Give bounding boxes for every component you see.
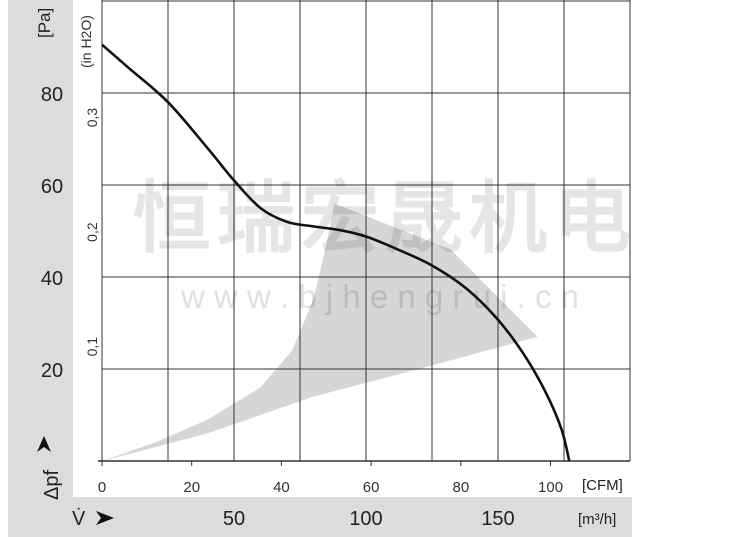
pressure-curve — [101, 43, 571, 462]
x-tick-label-cfm: 80 — [452, 479, 469, 496]
x-tick-label-cfm: 100 — [538, 479, 563, 496]
x-unit-cfm: [CFM] — [582, 477, 623, 494]
x-tick-label-m3h: 100 — [349, 508, 382, 530]
x-unit-m3h: [m³/h] — [578, 511, 616, 528]
x-tick-label-cfm: 60 — [363, 479, 380, 496]
x-tick-label-cfm: 0 — [98, 479, 106, 496]
x-tick-label-m3h: 50 — [223, 508, 245, 530]
y-tick-label-inh2o: 0,1 — [84, 337, 100, 357]
x-tick-label-cfm: 20 — [183, 479, 200, 496]
watermark-cn: 恒瑞宏晟机电 — [133, 174, 637, 262]
y-arrow-icon — [37, 436, 51, 452]
x-tick-label-cfm: 40 — [273, 479, 290, 496]
watermark: 恒瑞宏晟机电 w w w . b j h e n g r u i . c n — [133, 174, 637, 315]
x-arrow-icon — [96, 511, 114, 525]
y-tick-label-inh2o: 0,2 — [84, 222, 100, 242]
y-tick-label-pa: 60 — [41, 176, 63, 198]
y-tick-label-inh2o: 0,3 — [84, 108, 100, 128]
y-tick-label-pa: 40 — [41, 268, 63, 290]
x-axis-symbol: V̇ — [72, 508, 86, 530]
y-unit-pa: [Pa] — [35, 8, 54, 38]
watermark-url: w w w . b j h e n g r u i . c n — [180, 278, 579, 315]
y-axis-symbol: Δpf — [41, 470, 63, 500]
x-tick-label-m3h: 150 — [481, 508, 514, 530]
y-unit-inh2o: (in H2O) — [78, 15, 94, 68]
y-tick-label-pa: 80 — [41, 84, 63, 106]
operating-region — [102, 203, 538, 461]
y-tick-label-pa: 20 — [41, 360, 63, 382]
